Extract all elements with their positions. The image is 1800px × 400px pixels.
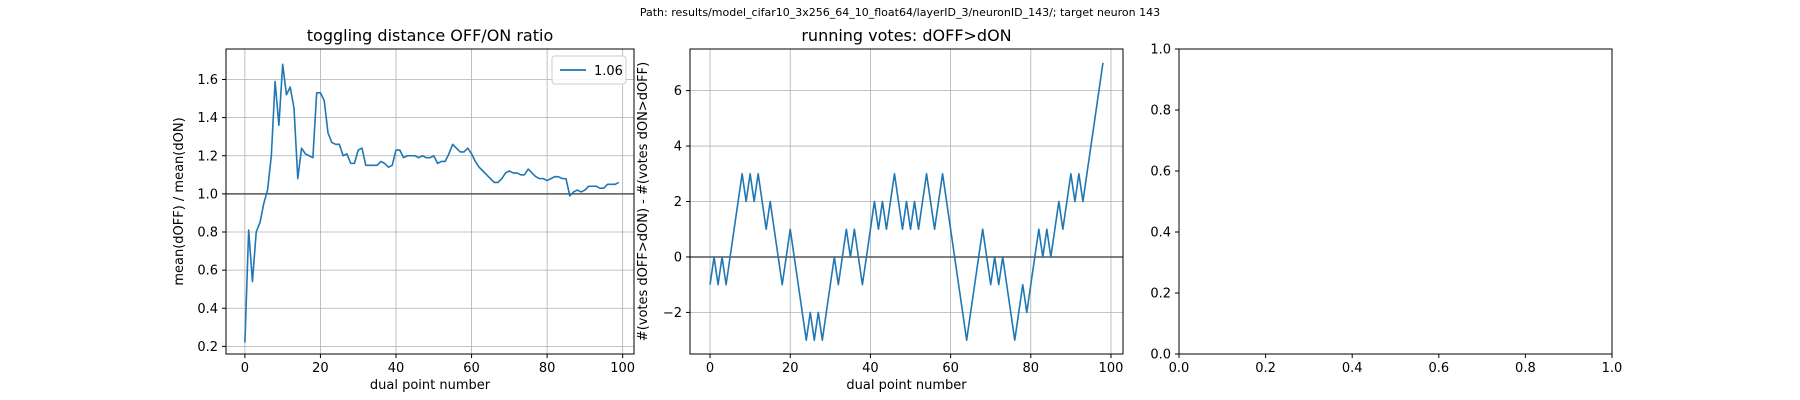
legend-entry-1: 1.06 xyxy=(594,64,623,79)
y-tick-label-7: 1.6 xyxy=(197,73,218,88)
chart-panel-2: 0 20 40 60 80 100 −2 0 2 4 6 running votes: dOFF>dO… xyxy=(636,26,1124,393)
x-tick-label-4: 80 xyxy=(539,361,556,376)
x-axis-label: dual point number xyxy=(370,378,491,393)
y-tick-label-1: 0.4 xyxy=(197,302,218,317)
x-tick-label-5: 1.0 xyxy=(1602,361,1623,376)
y-axis-label: #(votes dOFF>dON) - #(votes dON>dOFF) xyxy=(636,62,651,341)
chart-title: toggling distance OFF/ON ratio xyxy=(307,26,553,45)
x-tick-label-0: 0.0 xyxy=(1169,361,1190,376)
y-tick-label-3: 4 xyxy=(674,140,682,155)
chart-panels: 0 20 40 60 80 1000.20.40.60.81.01.21.41.6togg… xyxy=(172,26,1622,393)
y-tick-label-3: 0.6 xyxy=(1150,165,1171,180)
y-tick-label-2: 0.6 xyxy=(197,264,218,279)
y-tick-label-2: 2 xyxy=(674,195,682,210)
y-tick-label-0: −2 xyxy=(663,306,682,321)
x-tick-label-2: 0.4 xyxy=(1342,361,1363,376)
x-tick-label-4: 80 xyxy=(1023,361,1040,376)
x-axis-label: dual point number xyxy=(846,378,967,393)
y-tick-label-6: 1.4 xyxy=(197,111,218,126)
y-tick-label-4: 6 xyxy=(674,84,682,99)
series-line-1 xyxy=(709,62,1104,341)
y-tick-label-1: 0.2 xyxy=(1150,287,1171,302)
y-tick-label-0: 0.2 xyxy=(197,340,218,355)
series-line-1 xyxy=(244,63,620,343)
x-tick-label-5: 100 xyxy=(1099,361,1124,376)
chart-title: running votes: dOFF>dON xyxy=(801,26,1011,45)
x-tick-label-0: 0 xyxy=(706,361,714,376)
x-tick-label-4: 0.8 xyxy=(1515,361,1536,376)
figure-suptitle: Path: results/model_cifar10_3x256_64_10_… xyxy=(640,6,1160,19)
y-tick-label-5: 1.0 xyxy=(1150,43,1171,58)
x-tick-label-0: 0 xyxy=(241,361,249,376)
x-tick-label-2: 40 xyxy=(862,361,879,376)
y-tick-label-4: 0.8 xyxy=(1150,104,1171,119)
y-tick-label-1: 0 xyxy=(674,250,682,265)
x-tick-label-3: 0.6 xyxy=(1428,361,1449,376)
x-tick-label-5: 100 xyxy=(610,361,635,376)
y-tick-label-5: 1.2 xyxy=(197,149,218,164)
y-tick-label-4: 1.0 xyxy=(197,187,218,202)
x-tick-label-1: 20 xyxy=(312,361,329,376)
legend-box xyxy=(551,55,627,85)
y-tick-label-3: 0.8 xyxy=(197,226,218,241)
y-tick-label-0: 0.0 xyxy=(1150,348,1171,363)
legend: 1.06 xyxy=(551,55,627,85)
x-tick-label-2: 40 xyxy=(388,361,405,376)
x-tick-label-3: 60 xyxy=(942,361,959,376)
chart-panel-3: 0.0 0.2 0.4 0.6 0.8 1.0 0.0 0.2 0.4 0.6 0.8 1.0 xyxy=(1150,43,1622,377)
y-tick-label-2: 0.4 xyxy=(1150,226,1171,241)
x-tick-label-1: 20 xyxy=(782,361,799,376)
chart-panel-1: 0 20 40 60 80 100 0.2 0.4 0.6 0.8 1.0 1.2 1.4 1.6 togg… xyxy=(172,26,635,393)
y-axis-label: mean(dOFF) / mean(dON) xyxy=(172,117,187,285)
x-tick-label-1: 0.2 xyxy=(1255,361,1276,376)
axes-frame xyxy=(225,48,635,355)
axes-frame xyxy=(1178,48,1613,355)
x-tick-label-3: 60 xyxy=(463,361,480,376)
